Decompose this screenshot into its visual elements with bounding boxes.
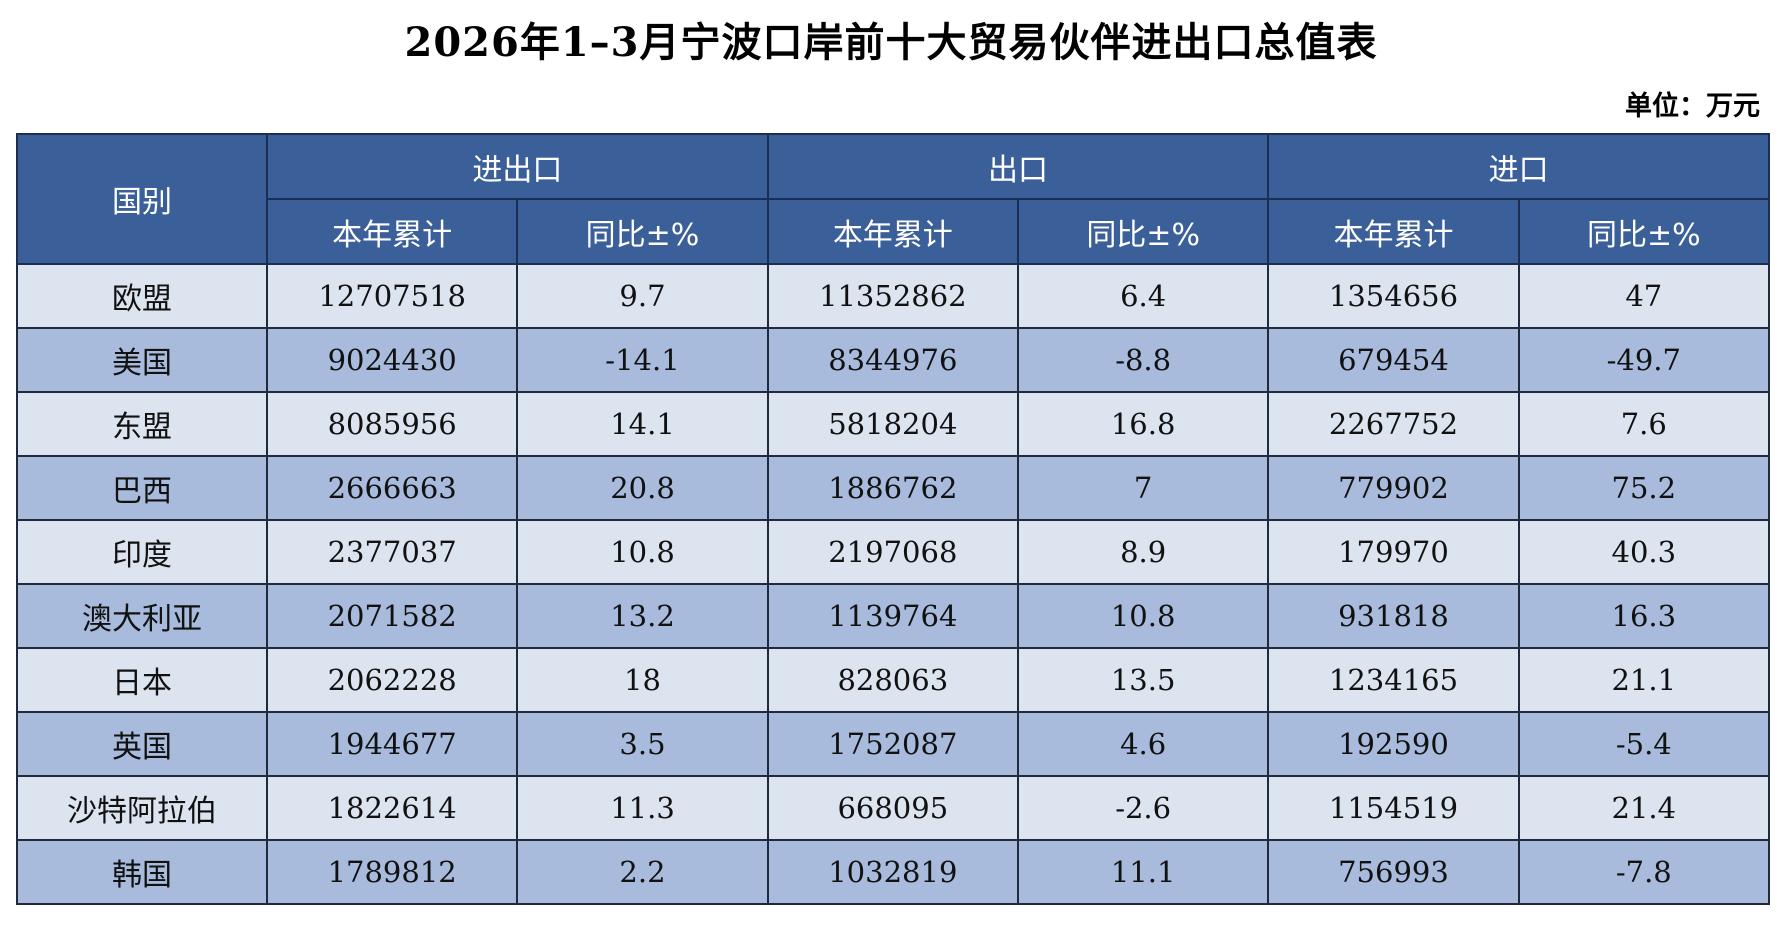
export-cumulative-cell: 668095 (766, 775, 1019, 841)
export-cumulative-cell: 8344976 (766, 327, 1019, 393)
header-country: 国别 (16, 133, 268, 265)
export-cumulative-cell: 2197068 (766, 519, 1019, 585)
table-row: 英国 1944677 3.5 1752087 4.6 192590 -5.4 (16, 711, 1770, 777)
trade-table: 国别 进出口 出口 进口 本年累计 同比±% 本年累计 同比±% 本年累计 同比… (16, 133, 1770, 905)
export-yoy-cell: 13.5 (1016, 647, 1270, 713)
export-yoy-cell: 7 (1016, 455, 1270, 521)
total-yoy-cell: 10.8 (516, 519, 769, 585)
country-cell: 欧盟 (16, 263, 268, 329)
table-row: 巴西 2666663 20.8 1886762 7 779902 75.2 (16, 455, 1770, 521)
export-yoy-cell: 16.8 (1016, 391, 1270, 457)
total-yoy-cell: 3.5 (516, 711, 769, 777)
country-cell: 沙特阿拉伯 (16, 775, 268, 841)
header-total-cumulative: 本年累计 (265, 198, 519, 265)
country-cell: 巴西 (16, 455, 268, 521)
import-yoy-cell: 7.6 (1517, 391, 1770, 457)
import-cumulative-cell: 1234165 (1267, 647, 1520, 713)
export-cumulative-cell: 1032819 (766, 839, 1019, 905)
header-row-sub: 本年累计 同比±% 本年累计 同比±% 本年累计 同比±% (17, 198, 1770, 265)
page-title: 2026年1–3月宁波口岸前十大贸易伙伴进出口总值表 (404, 19, 1378, 66)
import-cumulative-cell: 679454 (1267, 327, 1520, 393)
import-cumulative-cell: 2267752 (1267, 391, 1520, 457)
header-total-yoy: 同比±% (516, 198, 769, 265)
total-yoy-cell: 2.2 (516, 839, 769, 905)
table-row: 印度 2377037 10.8 2197068 8.9 179970 40.3 (16, 519, 1770, 585)
total-cumulative-cell: 12707518 (265, 263, 519, 329)
country-cell: 澳大利亚 (16, 583, 268, 649)
import-yoy-cell: -7.8 (1517, 839, 1770, 905)
export-yoy-cell: -2.6 (1016, 775, 1270, 841)
export-yoy-cell: 8.9 (1016, 519, 1270, 585)
total-yoy-cell: 14.1 (516, 391, 769, 457)
total-cumulative-cell: 1789812 (265, 839, 519, 905)
table-row: 澳大利亚 2071582 13.2 1139764 10.8 931818 16.3 (16, 583, 1770, 649)
export-cumulative-cell: 5818204 (766, 391, 1019, 457)
import-yoy-cell: -49.7 (1517, 327, 1770, 393)
import-cumulative-cell: 179970 (1267, 519, 1520, 585)
import-yoy-cell: 21.1 (1517, 647, 1770, 713)
table-row: 日本 2062228 18 828063 13.5 1234165 21.1 (16, 647, 1770, 713)
header-group-export: 出口 (766, 133, 1270, 200)
table-row: 东盟 8085956 14.1 5818204 16.8 2267752 7.6 (16, 391, 1770, 457)
total-cumulative-cell: 2062228 (265, 647, 519, 713)
country-cell: 美国 (16, 327, 268, 393)
export-cumulative-cell: 1886762 (766, 455, 1019, 521)
import-yoy-cell: 47 (1517, 263, 1770, 329)
country-cell: 英国 (16, 711, 268, 777)
country-cell: 印度 (16, 519, 268, 585)
total-cumulative-cell: 2666663 (265, 455, 519, 521)
import-yoy-cell: -5.4 (1517, 711, 1770, 777)
total-yoy-cell: 13.2 (516, 583, 769, 649)
import-cumulative-cell: 756993 (1267, 839, 1520, 905)
export-yoy-cell: 6.4 (1016, 263, 1270, 329)
country-cell: 东盟 (16, 391, 268, 457)
table-row: 韩国 1789812 2.2 1032819 11.1 756993 -7.8 (16, 839, 1770, 905)
total-yoy-cell: 20.8 (516, 455, 769, 521)
table-body: 欧盟 12707518 9.7 11352862 6.4 1354656 47 美国 90244… (16, 263, 1770, 905)
total-cumulative-cell: 1822614 (265, 775, 519, 841)
total-cumulative-cell: 2071582 (265, 583, 519, 649)
total-cumulative-cell: 8085956 (265, 391, 519, 457)
table-header: 国别 进出口 出口 进口 本年累计 同比±% 本年累计 同比±% 本年累计 同比… (16, 133, 1770, 265)
total-yoy-cell: 18 (516, 647, 769, 713)
import-yoy-cell: 21.4 (1517, 775, 1770, 841)
export-yoy-cell: 4.6 (1016, 711, 1270, 777)
export-yoy-cell: 11.1 (1016, 839, 1270, 905)
export-cumulative-cell: 828063 (766, 647, 1019, 713)
import-cumulative-cell: 779902 (1267, 455, 1520, 521)
export-yoy-cell: 10.8 (1016, 583, 1270, 649)
table-row: 欧盟 12707518 9.7 11352862 6.4 1354656 47 (16, 263, 1770, 329)
total-cumulative-cell: 9024430 (265, 327, 519, 393)
total-yoy-cell: -14.1 (516, 327, 769, 393)
total-yoy-cell: 11.3 (516, 775, 769, 841)
import-yoy-cell: 16.3 (1517, 583, 1770, 649)
import-cumulative-cell: 931818 (1267, 583, 1520, 649)
table-row: 美国 9024430 -14.1 8344976 -8.8 679454 -49.7 (16, 327, 1770, 393)
header-export-cumulative: 本年累计 (766, 198, 1019, 265)
import-cumulative-cell: 1154519 (1267, 775, 1520, 841)
import-cumulative-cell: 192590 (1267, 711, 1520, 777)
table-row: 沙特阿拉伯 1822614 11.3 668095 -2.6 1154519 21.4 (16, 775, 1770, 841)
import-yoy-cell: 40.3 (1517, 519, 1770, 585)
country-cell: 日本 (16, 647, 268, 713)
header-group-total: 进出口 (266, 133, 769, 200)
total-cumulative-cell: 2377037 (265, 519, 519, 585)
total-cumulative-cell: 1944677 (265, 711, 519, 777)
header-row-groups: 国别 进出口 出口 进口 (16, 133, 1770, 265)
export-cumulative-cell: 1139764 (766, 583, 1019, 649)
import-cumulative-cell: 1354656 (1267, 263, 1520, 329)
header-export-yoy: 同比±% (1016, 198, 1270, 265)
header-group-import: 进口 (1267, 133, 1770, 200)
export-yoy-cell: -8.8 (1016, 327, 1270, 393)
export-cumulative-cell: 1752087 (766, 711, 1019, 777)
total-yoy-cell: 9.7 (516, 263, 769, 329)
header-import-cumulative: 本年累计 (1267, 198, 1520, 265)
import-yoy-cell: 75.2 (1517, 455, 1770, 521)
header-import-yoy: 同比±% (1517, 198, 1770, 265)
country-cell: 韩国 (16, 839, 268, 905)
unit-label: 单位：万元 (1625, 91, 1760, 122)
export-cumulative-cell: 11352862 (766, 263, 1019, 329)
